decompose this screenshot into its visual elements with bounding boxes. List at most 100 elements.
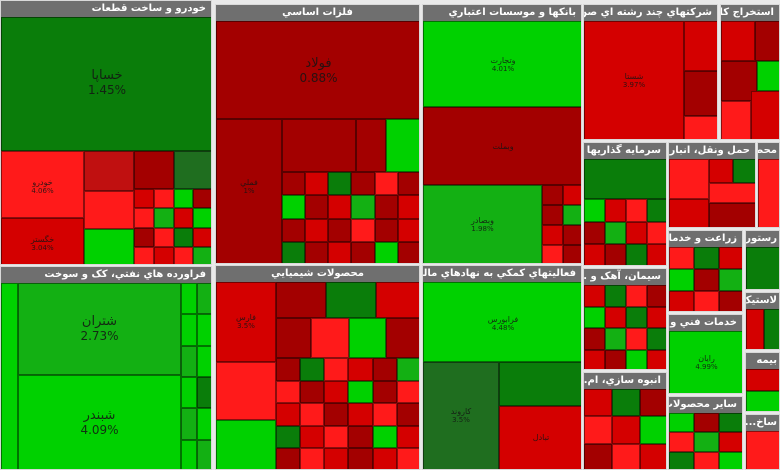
tile[interactable] — [173, 227, 194, 247]
tile[interactable] — [647, 328, 666, 350]
tile[interactable] — [584, 306, 605, 328]
tile[interactable] — [193, 189, 211, 209]
tile[interactable] — [669, 199, 709, 227]
tile[interactable] — [746, 431, 779, 469]
tile[interactable] — [626, 244, 647, 265]
tile[interactable] — [584, 416, 612, 444]
tile[interactable] — [584, 349, 605, 369]
tile[interactable] — [694, 247, 719, 269]
tile[interactable] — [328, 241, 352, 263]
tile[interactable] — [300, 448, 325, 469]
tile[interactable] — [397, 218, 419, 242]
tile[interactable] — [276, 282, 326, 318]
tile[interactable] — [605, 244, 626, 265]
tile-khgostar[interactable]: خگستر 3.04% — [1, 218, 84, 264]
tile[interactable] — [276, 358, 301, 381]
tile[interactable] — [612, 443, 640, 469]
tile[interactable] — [605, 285, 626, 307]
sector-cement[interactable]: سيمان، آهک و ... — [583, 268, 667, 370]
tile[interactable] — [305, 172, 329, 196]
tile[interactable] — [374, 172, 398, 196]
tile[interactable] — [755, 21, 779, 61]
tile[interactable] — [376, 282, 419, 318]
tile[interactable] — [282, 195, 306, 219]
tile[interactable] — [562, 205, 581, 225]
tile[interactable] — [374, 218, 398, 242]
tile[interactable] — [669, 269, 694, 291]
tile[interactable] — [758, 159, 779, 227]
tile[interactable] — [197, 408, 211, 440]
tile[interactable] — [757, 61, 779, 91]
tile[interactable] — [324, 403, 349, 426]
sector-conglomerates[interactable]: شرکتهاي چند رشته اي صن... شستا 3.97% — [583, 4, 718, 140]
tile[interactable] — [719, 269, 742, 291]
tile[interactable] — [669, 247, 694, 269]
tile-shabandar[interactable]: شبندر 4.09% — [18, 375, 181, 469]
tile-shetran[interactable]: شتران 2.73% — [18, 283, 181, 375]
tile[interactable] — [669, 291, 694, 311]
sector-banks[interactable]: بانکها و موسسات اعتباري وتجارت 4.01% وبم… — [422, 4, 582, 264]
tile[interactable] — [134, 189, 154, 209]
tile[interactable] — [584, 199, 605, 222]
tile[interactable] — [669, 432, 694, 452]
tile[interactable] — [640, 443, 666, 469]
tile[interactable] — [709, 203, 755, 227]
tile[interactable] — [719, 291, 742, 311]
tile[interactable] — [181, 408, 197, 440]
tile[interactable] — [356, 119, 386, 172]
sector-agriculture[interactable]: زراعت و خدما... — [668, 230, 743, 312]
tile[interactable] — [328, 218, 352, 242]
sector-investments[interactable]: سرمايه گذاريها — [583, 142, 667, 266]
tile[interactable] — [647, 306, 666, 328]
tile[interactable] — [542, 245, 563, 263]
tile[interactable] — [197, 377, 211, 409]
tile[interactable] — [348, 358, 373, 381]
tile[interactable] — [397, 172, 419, 196]
tile[interactable] — [197, 345, 211, 377]
tile-fmeli[interactable]: فملي 1% — [216, 119, 282, 263]
sector-basic-metals[interactable]: فلزات اساسي فولاد 0.88% فملي 1% — [215, 4, 420, 264]
tile[interactable] — [349, 318, 386, 358]
tile-foolad[interactable]: فولاد 0.88% — [216, 21, 419, 119]
tile-shasta[interactable]: شستا 3.97% — [584, 21, 684, 139]
tile[interactable] — [709, 159, 733, 183]
tile[interactable] — [694, 451, 719, 469]
tile[interactable] — [562, 245, 581, 263]
tile[interactable] — [694, 291, 719, 311]
tile[interactable] — [626, 306, 647, 328]
tile[interactable] — [372, 358, 397, 381]
tile[interactable] — [605, 306, 626, 328]
tile[interactable] — [721, 21, 755, 61]
tile[interactable] — [372, 448, 397, 469]
tile[interactable] — [542, 185, 563, 205]
tile[interactable] — [584, 159, 666, 199]
tile[interactable] — [134, 227, 154, 247]
tile[interactable] — [1, 283, 18, 469]
tile[interactable] — [746, 391, 779, 411]
tile[interactable] — [396, 380, 419, 404]
tile[interactable] — [751, 91, 779, 139]
tile[interactable] — [216, 362, 276, 420]
tile[interactable] — [372, 403, 397, 426]
tile[interactable] — [746, 369, 779, 391]
tile[interactable] — [542, 205, 563, 225]
tile[interactable] — [719, 432, 742, 452]
sector-financial-aux[interactable]: فعاليتهاي کمکي به نهادهاي مالي... فرابور… — [422, 265, 582, 470]
tile[interactable] — [305, 195, 329, 219]
tile-karvand[interactable]: كاروند 3.5% — [423, 362, 499, 469]
tile[interactable] — [300, 403, 325, 426]
tile[interactable] — [684, 71, 717, 116]
tile[interactable] — [134, 246, 154, 264]
tile[interactable] — [324, 358, 349, 381]
tile[interactable] — [348, 380, 373, 404]
tile[interactable] — [300, 425, 325, 449]
tile[interactable] — [584, 221, 605, 245]
tile[interactable] — [174, 151, 211, 189]
tile[interactable] — [746, 247, 779, 289]
tile[interactable] — [134, 151, 174, 189]
tile[interactable] — [694, 269, 719, 291]
sector-insurance[interactable]: بيمه — [745, 352, 780, 412]
tile[interactable] — [684, 21, 717, 71]
sector-other-products[interactable]: ساير محصولات... — [668, 396, 743, 470]
tile[interactable] — [640, 416, 666, 444]
